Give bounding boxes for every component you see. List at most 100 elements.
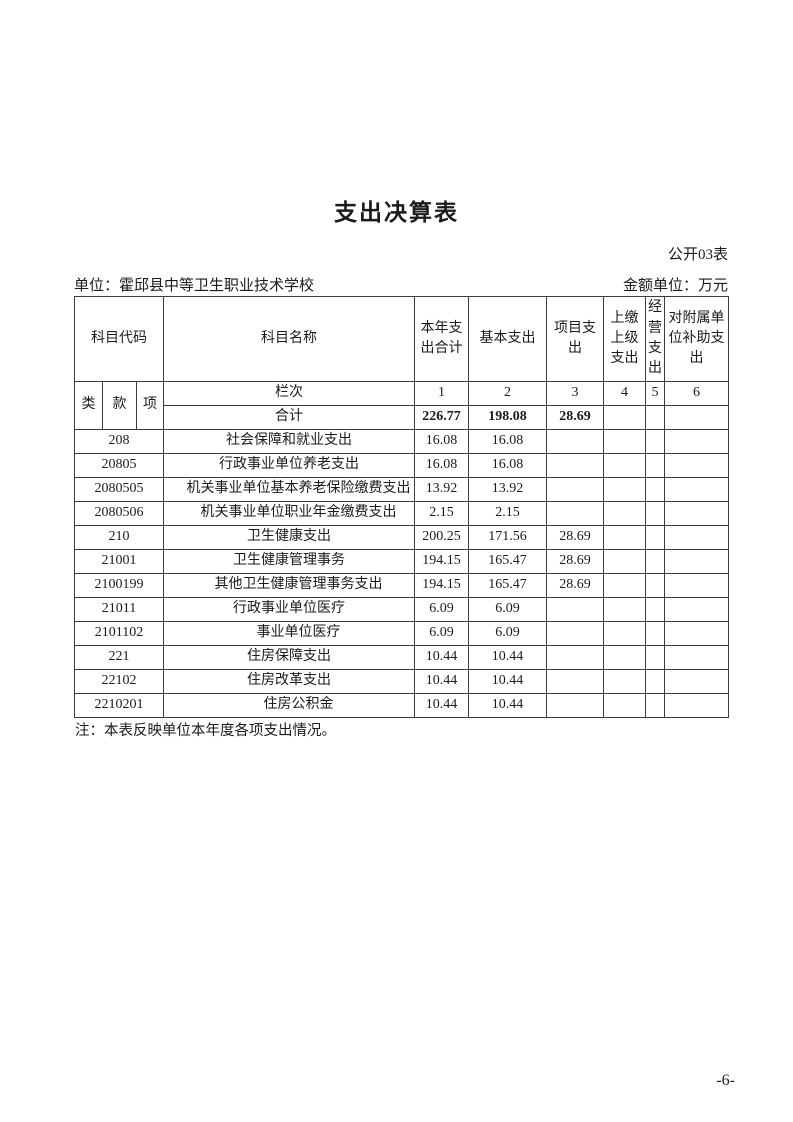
value-cell: [546, 597, 605, 622]
value-cell: [664, 453, 730, 478]
name-cell: 其他卫生健康管理事务支出: [163, 573, 416, 598]
value-cell: 6.09: [414, 621, 470, 646]
header-operating-expenditure: 经营支出: [645, 296, 666, 382]
value-cell: [664, 477, 730, 502]
column-index: 1: [414, 381, 470, 406]
name-cell: 事业单位医疗: [163, 621, 416, 646]
value-cell: 2.15: [468, 501, 548, 526]
value-cell: [546, 501, 605, 526]
table-row: 2100199 其他卫生健康管理事务支出 194.15 165.47 28.69: [73, 573, 730, 598]
name-cell: 行政事业单位医疗: [163, 597, 416, 622]
total-value: [645, 405, 666, 430]
table-note: 注：本表反映单位本年度各项支出情况。: [75, 723, 336, 739]
name-cell: 卫生健康管理事务: [163, 549, 416, 574]
code-cell: 20805: [73, 453, 165, 478]
form-id-label: 公开03表: [667, 247, 728, 263]
value-cell: 28.69: [546, 525, 605, 550]
table-row: 2080505 机关事业单位基本养老保险缴费支出 13.92 13.92: [73, 477, 730, 502]
value-cell: 10.44: [468, 669, 548, 694]
value-cell: 16.08: [468, 453, 548, 478]
table-row: 221 住房保障支出 10.44 10.44: [73, 645, 730, 670]
total-value: [603, 405, 647, 430]
value-cell: [645, 573, 666, 598]
value-cell: [645, 453, 666, 478]
code-cell: 21001: [73, 549, 165, 574]
value-cell: 10.44: [468, 645, 548, 670]
value-cell: [645, 621, 666, 646]
value-cell: 200.25: [414, 525, 470, 550]
value-cell: 6.09: [468, 597, 548, 622]
value-cell: 6.09: [468, 621, 548, 646]
value-cell: [664, 597, 730, 622]
value-cell: [664, 669, 730, 694]
value-cell: [603, 693, 647, 718]
header-project-expenditure: 项目支出: [546, 296, 605, 382]
column-index: 2: [468, 381, 548, 406]
subheader-class: 类: [74, 381, 103, 430]
header-subject-name: 科目名称: [163, 296, 416, 382]
code-cell: 2080505: [73, 477, 165, 502]
header-affiliated-subsidy: 对附属单位补助支出: [664, 296, 730, 382]
code-cell: 21011: [73, 597, 165, 622]
value-cell: [546, 477, 605, 502]
total-value: [664, 405, 730, 430]
value-cell: [664, 429, 730, 454]
value-cell: [645, 429, 666, 454]
table-row: 2080506 机关事业单位职业年金缴费支出 2.15 2.15: [73, 501, 730, 526]
value-cell: [645, 645, 666, 670]
code-cell: 22102: [73, 669, 165, 694]
value-cell: [603, 573, 647, 598]
value-cell: [603, 453, 647, 478]
value-cell: 16.08: [414, 453, 470, 478]
amount-unit-label: 金额单位：万元: [622, 278, 728, 294]
table-row: 2210201 住房公积金 10.44 10.44: [73, 693, 730, 718]
value-cell: [645, 693, 666, 718]
value-cell: [603, 645, 647, 670]
value-cell: 10.44: [468, 693, 548, 718]
value-cell: [603, 477, 647, 502]
value-cell: [664, 645, 730, 670]
value-cell: 2.15: [414, 501, 470, 526]
total-value: 198.08: [468, 405, 548, 430]
table-row: 21001 卫生健康管理事务 194.15 165.47 28.69: [73, 549, 730, 574]
value-cell: [546, 645, 605, 670]
value-cell: [664, 621, 730, 646]
value-cell: [664, 549, 730, 574]
value-cell: [546, 693, 605, 718]
table-row: 208 社会保障和就业支出 16.08 16.08: [73, 429, 730, 454]
value-cell: 10.44: [414, 693, 470, 718]
value-cell: 194.15: [414, 573, 470, 598]
code-cell: 208: [73, 429, 165, 454]
name-cell: 住房改革支出: [163, 669, 416, 694]
value-cell: [645, 501, 666, 526]
value-cell: 171.56: [468, 525, 548, 550]
total-value: 226.77: [414, 405, 470, 430]
code-cell: 221: [73, 645, 165, 670]
page-title: 支出决算表: [334, 199, 459, 225]
table-row: 20805 行政事业单位养老支出 16.08 16.08: [73, 453, 730, 478]
value-cell: [645, 525, 666, 550]
value-cell: 28.69: [546, 573, 605, 598]
value-cell: [603, 429, 647, 454]
value-cell: [664, 501, 730, 526]
value-cell: 13.92: [414, 477, 470, 502]
value-cell: [645, 669, 666, 694]
value-cell: [664, 525, 730, 550]
value-cell: 28.69: [546, 549, 605, 574]
table-header-row: 科目代码 科目名称 本年支出合计 基本支出 项目支出 上缴上级支出 经营支出 对…: [73, 296, 730, 382]
value-cell: [603, 549, 647, 574]
value-cell: 13.92: [468, 477, 548, 502]
table-row: 22102 住房改革支出 10.44 10.44: [73, 669, 730, 694]
code-cell: 210: [73, 525, 165, 550]
value-cell: 10.44: [414, 645, 470, 670]
value-cell: 16.08: [414, 429, 470, 454]
value-cell: [603, 597, 647, 622]
name-cell: 卫生健康支出: [163, 525, 416, 550]
column-index: 4: [603, 381, 647, 406]
value-cell: 16.08: [468, 429, 548, 454]
value-cell: [546, 453, 605, 478]
code-cell: 2100199: [73, 573, 165, 598]
subheader-item: 项: [135, 381, 165, 430]
total-value: 28.69: [546, 405, 605, 430]
code-cell: 2210201: [73, 693, 165, 718]
